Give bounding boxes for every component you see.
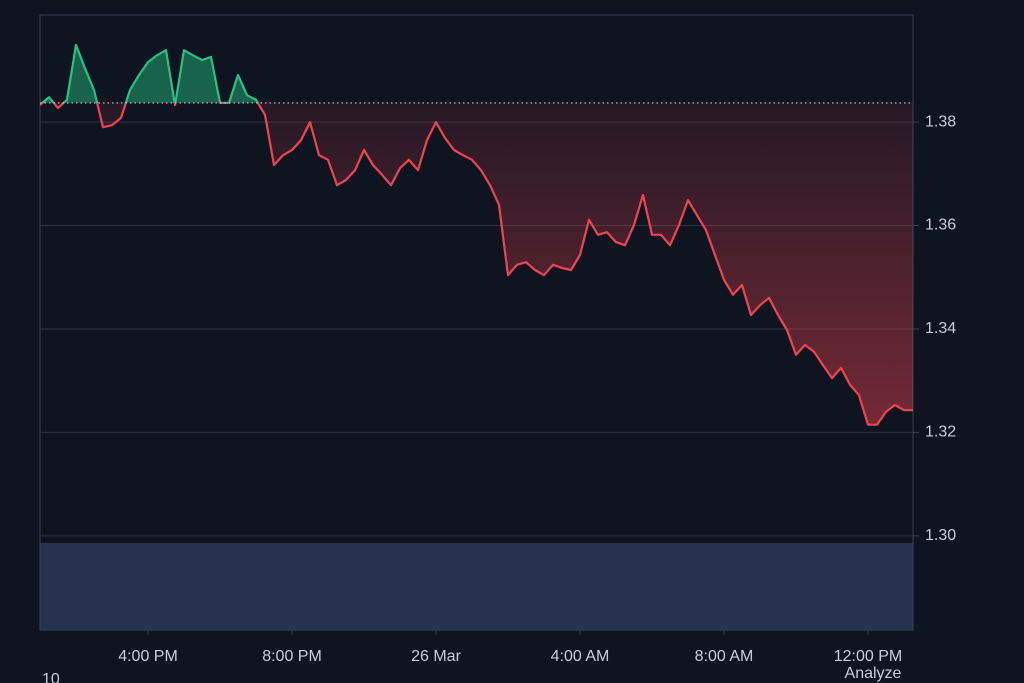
x-tick-label: 12:00 PM — [834, 648, 902, 665]
y-tick-label: 1.32 — [925, 424, 956, 441]
y-tick-label: 1.38 — [925, 113, 956, 130]
footer-left: 10 — [42, 671, 60, 683]
x-tick-label: 26 Mar — [411, 648, 461, 665]
plot — [40, 43, 913, 426]
y-tick-label: 1.30 — [925, 527, 956, 544]
volume-area — [40, 543, 913, 630]
y-tick-label: 1.36 — [925, 217, 956, 234]
x-tick-label: 4:00 AM — [551, 648, 610, 665]
x-tick-label: 4:00 PM — [118, 648, 178, 665]
x-tick-label: 8:00 AM — [695, 648, 754, 665]
down-group — [40, 102, 913, 425]
area-down — [40, 102, 913, 425]
price-line — [40, 43, 913, 426]
y-tick-label: 1.34 — [925, 320, 956, 337]
footer-right: Analyze — [845, 665, 902, 682]
x-tick-label: 8:00 PM — [262, 648, 322, 665]
